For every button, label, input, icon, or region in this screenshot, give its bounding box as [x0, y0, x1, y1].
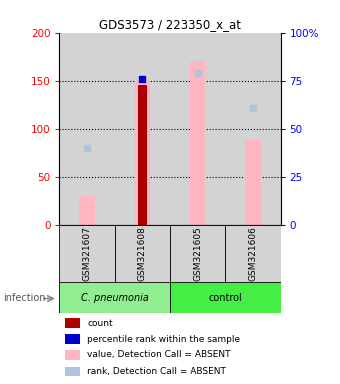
Text: value, Detection Call = ABSENT: value, Detection Call = ABSENT [87, 351, 231, 359]
Bar [225, 33, 280, 225]
Text: rank, Detection Call = ABSENT: rank, Detection Call = ABSENT [87, 367, 226, 376]
Text: GSM321608: GSM321608 [138, 227, 147, 281]
Text: percentile rank within the sample: percentile rank within the sample [87, 334, 240, 344]
Bar [65, 318, 80, 328]
Title: GDS3573 / 223350_x_at: GDS3573 / 223350_x_at [99, 18, 241, 31]
Text: GSM321606: GSM321606 [249, 227, 257, 281]
Text: count: count [87, 319, 113, 328]
Bar [65, 350, 80, 360]
Bar [79, 196, 95, 225]
Bar [170, 225, 225, 282]
Bar [138, 86, 147, 225]
Bar [135, 81, 150, 225]
Text: GSM321607: GSM321607 [83, 227, 91, 281]
Bar [115, 33, 170, 225]
Bar [225, 225, 280, 282]
Bar [245, 140, 261, 225]
Bar [65, 367, 80, 376]
Bar [190, 61, 205, 225]
Bar [59, 33, 115, 225]
Text: infection: infection [3, 293, 46, 303]
Bar [59, 225, 115, 282]
Bar [170, 282, 280, 313]
Text: control: control [208, 293, 242, 303]
Text: C. pneumonia: C. pneumonia [81, 293, 149, 303]
Bar [115, 225, 170, 282]
Bar [170, 33, 225, 225]
Bar [59, 282, 170, 313]
Bar [65, 334, 80, 344]
Text: GSM321605: GSM321605 [193, 227, 202, 281]
